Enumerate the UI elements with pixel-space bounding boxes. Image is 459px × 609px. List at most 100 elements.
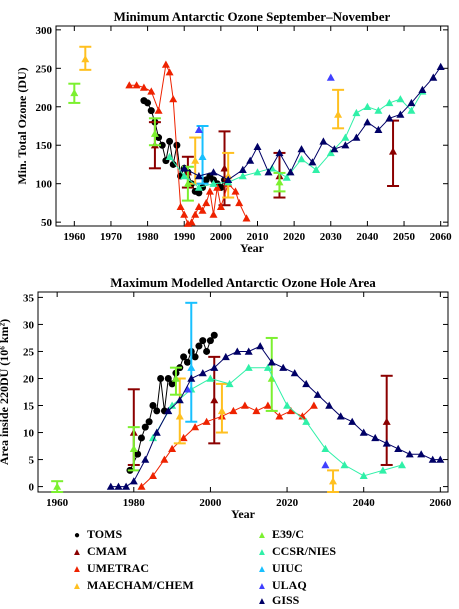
data-point-umetrac — [275, 412, 284, 420]
data-point-umetrac — [139, 83, 148, 91]
data-point-ccsr-nies — [244, 363, 253, 371]
data-point-giss — [385, 114, 394, 122]
data-point-umetrac — [229, 406, 238, 415]
x-axis-label: Year — [240, 241, 265, 255]
data-point-umetrac — [160, 455, 169, 463]
data-point-ccsr-nies — [209, 179, 218, 187]
data-point-giss — [330, 145, 339, 153]
data-point-toms — [195, 189, 203, 197]
x-tick-label: 2040 — [353, 497, 376, 509]
data-point-giss — [359, 428, 368, 436]
data-point-maecham-chem — [224, 172, 233, 180]
data-point-giss — [428, 455, 437, 463]
data-point-maecham-chem — [175, 412, 184, 420]
data-point-giss — [429, 73, 438, 81]
series-line-ccsr-nies — [169, 91, 423, 189]
data-point-toms — [164, 374, 172, 382]
data-point-giss — [141, 455, 150, 463]
chart-title: Maximum Modelled Antarctic Ozone Hole Ar… — [110, 275, 376, 290]
data-point-giss — [436, 62, 445, 70]
data-point-e39-c — [150, 129, 159, 137]
data-point-ccsr-nies — [297, 155, 306, 163]
data-point-maecham-chem — [334, 110, 343, 118]
x-tick-label: 1970 — [100, 231, 123, 243]
data-point-ccsr-nies — [168, 401, 177, 409]
data-point-giss — [246, 156, 255, 164]
data-point-giss — [264, 168, 273, 176]
legend-label-toms: TOMS — [87, 527, 123, 541]
series-giss — [180, 62, 445, 183]
data-point-toms — [134, 450, 142, 458]
data-point-umetrac — [209, 210, 218, 218]
data-point-giss — [224, 175, 233, 183]
legend-label-cmam: CMAM — [87, 544, 127, 558]
data-point-toms — [149, 402, 157, 410]
data-point-cmam — [220, 164, 229, 172]
data-point-ccsr-nies — [253, 168, 262, 176]
data-point-ccsr-nies — [302, 417, 311, 425]
data-point-giss — [341, 141, 350, 149]
data-point-toms — [203, 347, 211, 355]
data-point-e39-c — [70, 88, 79, 97]
legend-marker-uiuc: ▲ — [257, 564, 267, 575]
data-point-ccsr-nies — [340, 461, 349, 469]
data-point-umetrac — [194, 202, 203, 210]
x-tick-label: 2060 — [430, 231, 453, 243]
data-point-ccsr-nies — [206, 374, 215, 382]
x-tick-label: 2050 — [393, 231, 416, 243]
data-point-ccsr-nies — [283, 401, 292, 409]
legend-marker-giss: ▲ — [257, 596, 267, 607]
legend-marker-ccsr-nies: ▲ — [257, 547, 267, 558]
y-tick-label: 15 — [23, 401, 35, 413]
data-point-toms — [180, 353, 188, 361]
data-point-toms — [137, 434, 145, 442]
x-tick-label: 2040 — [356, 231, 379, 243]
series-ulaq — [183, 385, 330, 469]
series-ccsr-nies — [165, 87, 427, 191]
legend-label-maecham: MAECHAM/CHEM — [87, 578, 194, 592]
series-e39-c — [51, 336, 278, 493]
data-point-umetrac — [205, 187, 214, 195]
legend-marker-maecham: ▲ — [72, 581, 82, 592]
series-line-ccsr-nies — [152, 367, 403, 477]
y-tick-label: 30 — [23, 319, 35, 331]
data-point-umetrac — [263, 401, 272, 409]
legend-marker-umetrac: ▲ — [72, 564, 82, 575]
plot-frame — [37, 291, 449, 493]
data-point-umetrac — [187, 218, 196, 226]
data-point-giss — [363, 118, 372, 126]
data-point-giss — [396, 110, 405, 118]
data-point-ccsr-nies — [385, 98, 394, 107]
data-point-giss — [187, 374, 196, 382]
data-point-uiuc — [198, 152, 207, 160]
data-point-giss — [267, 358, 276, 366]
legend-item-e39c: ▲ E39/C — [255, 527, 304, 542]
data-point-giss — [210, 363, 219, 371]
x-axis-label: Year — [231, 507, 256, 521]
y-tick-label: 150 — [36, 140, 53, 152]
data-point-umetrac — [179, 433, 188, 442]
data-point-ccsr-nies — [194, 183, 203, 191]
series-toms — [126, 331, 218, 474]
data-point-umetrac — [213, 183, 222, 191]
data-point-giss — [319, 137, 328, 145]
data-point-toms — [141, 423, 149, 431]
series-umetrac — [137, 401, 318, 490]
data-point-umetrac — [286, 406, 295, 415]
series-giss — [106, 342, 445, 490]
data-point-umetrac — [176, 202, 185, 210]
x-tick-label: 1960 — [63, 231, 86, 243]
data-point-giss — [394, 444, 403, 452]
data-point-umetrac — [168, 444, 177, 452]
data-point-ulaq — [321, 461, 330, 469]
legend-marker-cmam: ▲ — [72, 547, 82, 558]
series-line-umetrac — [141, 404, 315, 487]
data-point-ulaq — [326, 73, 335, 81]
data-point-umetrac — [137, 482, 146, 490]
ozone-hole-area-chart: Maximum Modelled Antarctic Ozone Hole Ar… — [0, 275, 452, 521]
data-point-e39-c — [129, 444, 138, 452]
data-point-giss — [382, 439, 391, 447]
data-point-umetrac — [298, 412, 307, 420]
data-point-umetrac — [216, 202, 225, 210]
data-point-giss — [238, 165, 247, 173]
